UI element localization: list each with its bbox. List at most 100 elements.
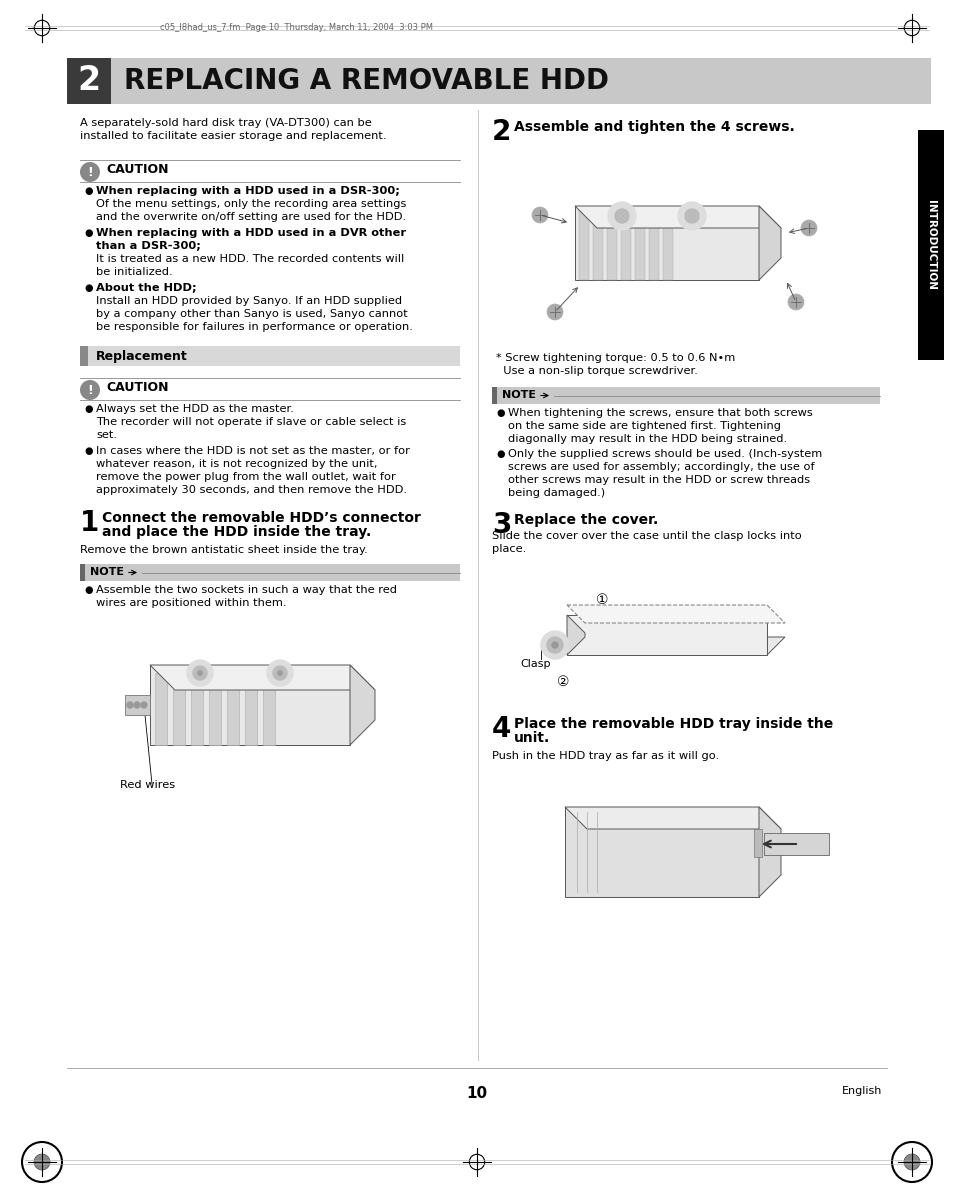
- Bar: [227, 674, 239, 745]
- Text: Assemble and tighten the 4 screws.: Assemble and tighten the 4 screws.: [514, 120, 794, 134]
- Text: and place the HDD inside the tray.: and place the HDD inside the tray.: [102, 525, 371, 539]
- Circle shape: [80, 162, 100, 182]
- Polygon shape: [759, 206, 781, 280]
- Text: Always set the HDD as the master.: Always set the HDD as the master.: [96, 403, 294, 414]
- Text: 4: 4: [492, 715, 511, 743]
- Text: About the HDD;: About the HDD;: [96, 283, 196, 293]
- Text: !: !: [87, 165, 92, 178]
- Bar: [191, 674, 203, 745]
- Circle shape: [615, 209, 628, 223]
- Circle shape: [903, 1154, 919, 1170]
- Text: Install an HDD provided by Sanyo. If an HDD supplied: Install an HDD provided by Sanyo. If an …: [96, 296, 402, 306]
- Polygon shape: [564, 807, 781, 829]
- Text: whatever reason, it is not recognized by the unit,: whatever reason, it is not recognized by…: [96, 459, 377, 469]
- Text: Replacement: Replacement: [96, 350, 188, 363]
- Circle shape: [193, 666, 207, 679]
- Text: Use a non-slip torque screwdriver.: Use a non-slip torque screwdriver.: [496, 367, 698, 376]
- Bar: [635, 209, 644, 280]
- Text: English: English: [841, 1086, 882, 1096]
- Text: NOTE: NOTE: [501, 390, 536, 400]
- Text: ●: ●: [84, 585, 92, 595]
- Text: It is treated as a new HDD. The recorded contents will: It is treated as a new HDD. The recorded…: [96, 253, 404, 264]
- Text: INTRODUCTION: INTRODUCTION: [925, 200, 935, 290]
- Text: * Screw tightening torque: 0.5 to 0.6 N•m: * Screw tightening torque: 0.5 to 0.6 N•…: [496, 353, 735, 363]
- Text: be initialized.: be initialized.: [96, 267, 172, 277]
- Circle shape: [540, 631, 568, 659]
- Text: diagonally may result in the HDD being strained.: diagonally may result in the HDD being s…: [507, 434, 786, 444]
- Text: ●: ●: [84, 228, 92, 238]
- Polygon shape: [566, 615, 584, 654]
- Text: ●: ●: [84, 186, 92, 196]
- Text: Of the menu settings, only the recording area settings: Of the menu settings, only the recording…: [96, 199, 406, 209]
- Polygon shape: [566, 615, 766, 654]
- Text: NOTE: NOTE: [90, 566, 124, 577]
- Bar: [763, 833, 828, 854]
- Polygon shape: [150, 665, 375, 690]
- Polygon shape: [575, 206, 781, 228]
- Bar: [578, 209, 588, 280]
- Bar: [648, 209, 659, 280]
- Circle shape: [141, 702, 147, 708]
- Text: other screws may result in the HDD or screw threads: other screws may result in the HDD or sc…: [507, 475, 809, 486]
- Bar: [172, 674, 185, 745]
- Text: Replace the cover.: Replace the cover.: [514, 513, 658, 527]
- Circle shape: [187, 660, 213, 685]
- Text: remove the power plug from the wall outlet, wait for: remove the power plug from the wall outl…: [96, 472, 395, 482]
- Polygon shape: [566, 637, 784, 655]
- Text: Clasp: Clasp: [519, 659, 550, 669]
- Polygon shape: [564, 807, 759, 897]
- Bar: [80, 564, 85, 581]
- Text: REPLACING A REMOVABLE HDD: REPLACING A REMOVABLE HDD: [124, 67, 608, 95]
- Polygon shape: [566, 605, 784, 624]
- Bar: [125, 695, 150, 715]
- Circle shape: [273, 666, 287, 679]
- Bar: [917, 130, 943, 361]
- Text: ●: ●: [84, 403, 92, 414]
- Circle shape: [277, 671, 282, 675]
- Text: The recorder will not operate if slave or cable select is: The recorder will not operate if slave o…: [96, 416, 406, 427]
- Circle shape: [546, 303, 562, 320]
- Text: ①: ①: [595, 593, 608, 607]
- Text: When tightening the screws, ensure that both screws: When tightening the screws, ensure that …: [507, 408, 812, 418]
- Polygon shape: [150, 665, 350, 745]
- Text: 2: 2: [77, 64, 100, 98]
- Text: on the same side are tightened first. Tightening: on the same side are tightened first. Ti…: [507, 421, 781, 431]
- Text: !: !: [87, 383, 92, 396]
- Bar: [593, 209, 602, 280]
- Circle shape: [801, 220, 816, 236]
- Circle shape: [607, 202, 636, 230]
- Text: and the overwrite on/off setting are used for the HDD.: and the overwrite on/off setting are use…: [96, 212, 406, 223]
- Polygon shape: [350, 665, 375, 745]
- Text: ●: ●: [84, 283, 92, 293]
- Text: CAUTION: CAUTION: [106, 163, 169, 176]
- Bar: [80, 346, 459, 367]
- Text: 2: 2: [492, 118, 511, 146]
- Text: wires are positioned within them.: wires are positioned within them.: [96, 599, 286, 608]
- Text: place.: place.: [492, 544, 526, 555]
- Circle shape: [80, 380, 100, 400]
- Circle shape: [684, 209, 699, 223]
- Text: When replacing with a HDD used in a DSR-300;: When replacing with a HDD used in a DSR-…: [96, 186, 399, 196]
- Bar: [245, 674, 256, 745]
- Text: Push in the HDD tray as far as it will go.: Push in the HDD tray as far as it will g…: [492, 751, 719, 760]
- Text: 10: 10: [466, 1086, 487, 1101]
- Bar: [67, 58, 111, 104]
- Text: set.: set.: [96, 430, 117, 440]
- Bar: [606, 209, 617, 280]
- Bar: [620, 209, 630, 280]
- Text: A separately-sold hard disk tray (VA-DT300) can be: A separately-sold hard disk tray (VA-DT3…: [80, 118, 372, 129]
- Text: than a DSR-300;: than a DSR-300;: [96, 242, 201, 251]
- Text: being damaged.): being damaged.): [507, 488, 604, 497]
- Text: In cases where the HDD is not set as the master, or for: In cases where the HDD is not set as the…: [96, 446, 410, 456]
- Text: Red wires: Red wires: [120, 779, 175, 790]
- Text: CAUTION: CAUTION: [106, 381, 169, 394]
- Text: Slide the cover over the case until the clasp locks into: Slide the cover over the case until the …: [492, 531, 801, 541]
- Text: by a company other than Sanyo is used, Sanyo cannot: by a company other than Sanyo is used, S…: [96, 309, 407, 319]
- Bar: [662, 209, 672, 280]
- Bar: [263, 674, 274, 745]
- Bar: [80, 346, 88, 367]
- Text: ●: ●: [496, 408, 504, 418]
- Circle shape: [678, 202, 705, 230]
- Text: be responsible for failures in performance or operation.: be responsible for failures in performan…: [96, 322, 413, 332]
- Text: Only the supplied screws should be used. (Inch-system: Only the supplied screws should be used.…: [507, 449, 821, 459]
